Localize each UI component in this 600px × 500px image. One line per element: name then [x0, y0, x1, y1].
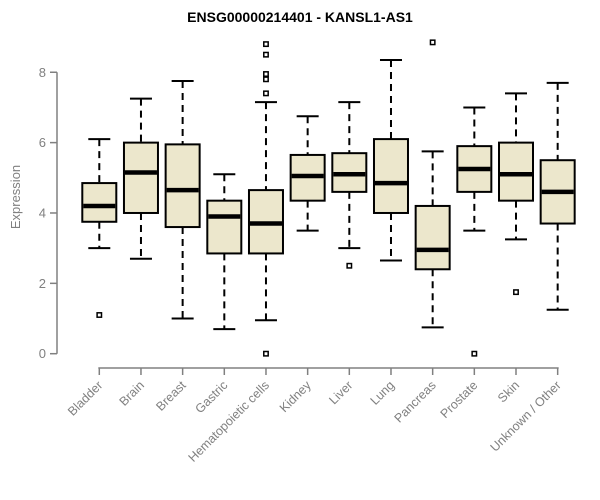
box-iqr: [164, 143, 201, 229]
box-iqr: [372, 138, 409, 214]
x-tick-label: Liver: [326, 378, 355, 407]
x-tick-label: Pancreas: [392, 378, 439, 425]
y-axis-title: Expression: [8, 165, 23, 229]
y-tick-label: 0: [39, 346, 46, 361]
box-iqr: [81, 182, 118, 223]
x-tick-label: Bladder: [65, 378, 105, 418]
x-tick-label: Lung: [368, 378, 398, 408]
x-tick-label: Breast: [153, 378, 189, 414]
outlier-point: [263, 51, 269, 58]
x-tick-label: Hematopoietic cells: [186, 378, 273, 465]
plot-area: 0 2 4 6 8 Bladder Brain Breast GastricHematopoie…: [39, 39, 576, 465]
outlier-point: [513, 289, 519, 296]
box-iqr: [206, 199, 243, 255]
x-tick-label: Gastric: [193, 378, 231, 416]
outlier-point: [263, 41, 269, 48]
outlier-point: [263, 71, 269, 77]
x-tick-label: Kidney: [277, 378, 314, 415]
outlier-point: [263, 90, 269, 97]
box-iqr: [414, 204, 451, 271]
outlier-point: [346, 262, 353, 269]
x-tick-label: Prostate: [438, 378, 481, 421]
outlier-point: [471, 350, 478, 357]
box-iqr: [498, 141, 534, 202]
box-iqr: [122, 141, 159, 214]
y-tick-label: 6: [39, 135, 46, 150]
y-tick-label: 8: [39, 65, 46, 80]
y-tick-label: 4: [39, 205, 46, 220]
x-tick-label: Skin: [495, 378, 522, 405]
outlier-point: [263, 76, 269, 83]
outlier-point: [429, 39, 436, 46]
y-tick-label: 2: [39, 276, 46, 291]
x-tick-label: Unknown / Other: [488, 378, 564, 454]
chart-title: ENSG00000214401 - KANSL1-AS1: [187, 9, 413, 25]
x-tick-label: Brain: [117, 378, 148, 409]
outlier-point: [263, 350, 269, 357]
outlier-point: [96, 312, 103, 318]
